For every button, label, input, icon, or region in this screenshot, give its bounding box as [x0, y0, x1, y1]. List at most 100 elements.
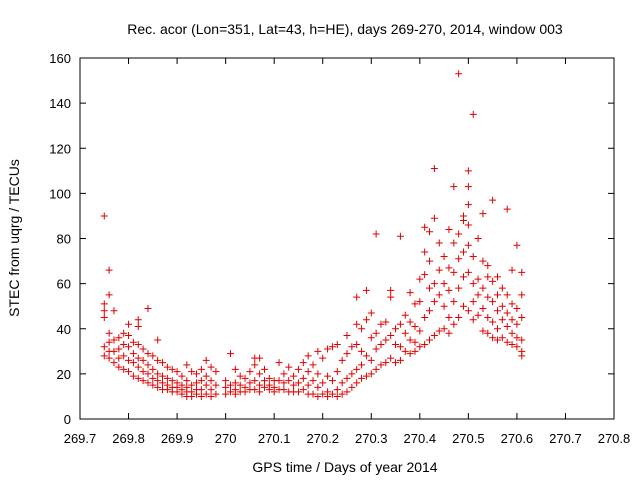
data-point	[212, 390, 220, 398]
data-point	[372, 230, 380, 238]
data-point	[353, 379, 361, 387]
data-point	[498, 316, 506, 324]
data-point	[212, 381, 220, 389]
data-point	[260, 383, 268, 391]
data-point	[333, 341, 341, 349]
data-point	[115, 354, 123, 362]
data-point	[440, 302, 448, 310]
data-point	[129, 338, 137, 346]
data-point	[309, 390, 317, 398]
data-point	[256, 388, 264, 396]
data-point	[251, 361, 259, 369]
data-point	[430, 214, 438, 222]
x-tick-label: 269.9	[161, 431, 194, 446]
data-point	[396, 232, 404, 240]
data-point	[508, 329, 516, 337]
data-point	[489, 334, 497, 342]
data-point	[464, 221, 472, 229]
data-point	[440, 325, 448, 333]
data-point	[290, 381, 298, 389]
data-point	[338, 379, 346, 387]
data-point	[226, 381, 234, 389]
data-point	[426, 228, 434, 236]
data-point	[401, 329, 409, 337]
data-point	[396, 343, 404, 351]
data-point	[202, 381, 210, 389]
data-point	[149, 365, 157, 373]
data-point	[231, 379, 239, 387]
data-point	[343, 374, 351, 382]
data-point	[275, 377, 283, 385]
data-point	[154, 377, 162, 385]
data-point	[105, 338, 113, 346]
data-point	[265, 386, 273, 394]
data-point	[411, 338, 419, 346]
data-point	[333, 392, 341, 400]
data-point	[100, 313, 108, 321]
data-point	[309, 377, 317, 385]
data-point	[469, 316, 477, 324]
data-point	[328, 377, 336, 385]
data-point	[353, 293, 361, 301]
data-point	[105, 266, 113, 274]
data-point	[304, 352, 312, 360]
data-point	[401, 311, 409, 319]
data-point	[474, 311, 482, 319]
data-point	[367, 370, 375, 378]
data-point	[401, 347, 409, 355]
data-point	[367, 334, 375, 342]
data-point	[139, 377, 147, 385]
data-point	[120, 365, 128, 373]
data-point	[367, 309, 375, 317]
data-point	[513, 304, 521, 312]
data-point	[294, 388, 302, 396]
data-point	[294, 365, 302, 373]
data-point	[362, 352, 370, 360]
data-point	[426, 257, 434, 265]
data-point	[518, 352, 526, 360]
data-point	[484, 329, 492, 337]
data-point	[222, 390, 230, 398]
data-point	[498, 334, 506, 342]
x-tick-label: 270.6	[501, 431, 534, 446]
data-point	[358, 347, 366, 355]
data-point	[231, 365, 239, 373]
data-point	[479, 327, 487, 335]
data-point	[168, 377, 176, 385]
data-point	[256, 354, 264, 362]
data-point	[358, 374, 366, 382]
data-point	[445, 225, 453, 233]
data-point	[163, 374, 171, 382]
data-point	[484, 293, 492, 301]
data-point	[222, 383, 230, 391]
data-point	[493, 291, 501, 299]
data-point	[426, 336, 434, 344]
data-point	[246, 368, 254, 376]
data-point	[197, 365, 205, 373]
data-point	[134, 316, 142, 324]
x-tick-label: 270.4	[404, 431, 437, 446]
data-point	[421, 341, 429, 349]
data-point	[464, 307, 472, 315]
data-point	[450, 298, 458, 306]
data-point	[348, 343, 356, 351]
data-point	[489, 298, 497, 306]
data-point	[275, 359, 283, 367]
data-point	[134, 341, 142, 349]
data-point	[416, 275, 424, 283]
data-point	[319, 379, 327, 387]
data-point	[139, 356, 147, 364]
data-point	[372, 345, 380, 353]
data-point	[464, 268, 472, 276]
data-point	[100, 307, 108, 315]
data-point	[455, 284, 463, 292]
data-point	[372, 329, 380, 337]
data-point	[493, 307, 501, 315]
data-point	[265, 374, 273, 382]
data-point	[159, 379, 167, 387]
data-point	[226, 388, 234, 396]
data-point	[353, 341, 361, 349]
y-tick-label: 120	[49, 141, 71, 156]
data-point	[202, 390, 210, 398]
data-point	[256, 381, 264, 389]
